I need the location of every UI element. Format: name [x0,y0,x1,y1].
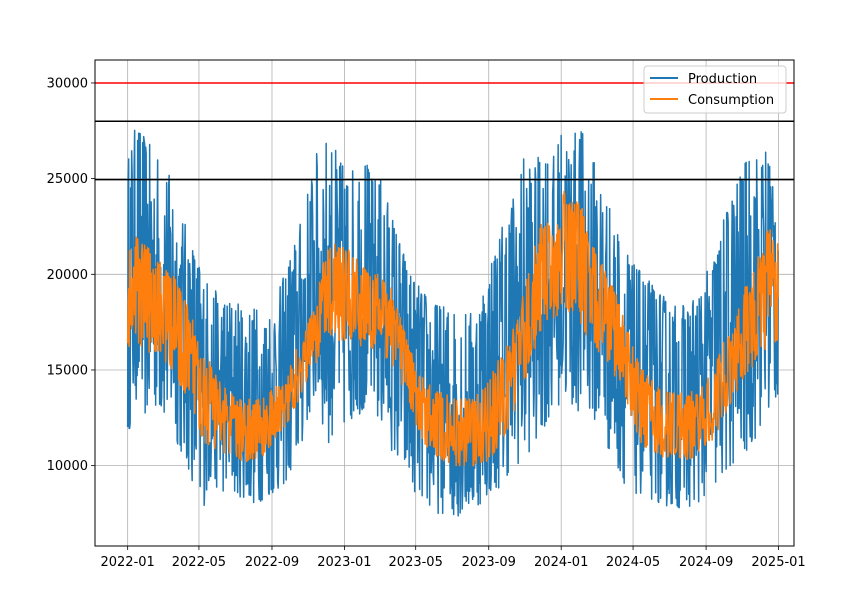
y-tick-label: 30000 [47,76,88,91]
series-layer [126,129,779,517]
y-axis: 10000 15000 20000 25000 30000 [47,76,95,474]
x-tick-label: 2023-05 [389,555,443,570]
x-tick-label: 2022-01 [100,555,154,570]
x-tick-label: 2022-09 [245,555,299,570]
x-tick-label: 2024-05 [606,555,660,570]
x-tick-label: 2023-01 [317,555,371,570]
x-tick-label: 2022-05 [172,555,226,570]
series-line-consumption [126,190,779,467]
plot-area-frame [94,59,795,547]
x-axis: 2022-01 2022-05 2022-09 2023-01 2023-05 2023-… [100,546,806,570]
x-tick-label: 2023-09 [462,555,516,570]
x-tick-label: 2025-01 [751,555,805,570]
legend-label-consumption: Consumption [688,93,774,108]
legend-frame [643,65,787,114]
y-tick-label: 20000 [47,268,88,283]
legend: Production Consumption [643,65,787,114]
legend-label-production: Production [688,72,757,87]
y-tick-label: 10000 [47,459,88,474]
y-tick-label: 25000 [47,172,88,187]
y-tick-label: 15000 [47,363,88,378]
x-tick-label: 2024-01 [534,555,588,570]
x-tick-label: 2024-09 [679,555,733,570]
